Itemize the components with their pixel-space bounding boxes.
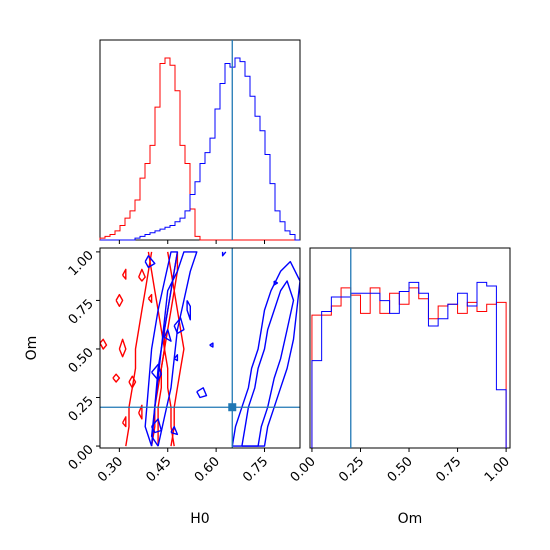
contour-red-9 <box>118 338 127 358</box>
om-hist-tick-label-2: 0.50 <box>385 454 416 485</box>
contour-panel-bg <box>100 248 300 448</box>
contour-blue-9 <box>170 425 179 436</box>
contour-red-7 <box>138 268 146 282</box>
om-hist-frame <box>309 247 511 449</box>
contour-blue-6 <box>163 328 172 342</box>
contour-red-5 <box>115 293 124 307</box>
contour-red-4 <box>167 251 185 447</box>
om-hist-tick-label-1: 0.25 <box>336 454 367 485</box>
contour-layer <box>100 251 300 447</box>
om-tick-label-1: 0.25 <box>66 394 97 425</box>
om-hist-tick-label-3: 0.75 <box>433 454 464 485</box>
contour-blue-0 <box>231 260 300 447</box>
om-axis-label: Om <box>24 336 40 361</box>
h0-tick-label-1: 0.45 <box>143 454 174 485</box>
contour-red-6 <box>121 268 127 280</box>
om-tick-label-4: 1.00 <box>66 248 97 279</box>
h0-hist-red-series <box>99 57 300 241</box>
contour-red-8 <box>147 293 153 304</box>
h0-tick-label-3: 0.75 <box>240 454 271 485</box>
om-hist-axis-label: Om <box>398 511 423 527</box>
om-tick-label-3: 0.75 <box>66 297 97 328</box>
contour-blue-10 <box>144 255 156 269</box>
om-hist-tick-label-4: 1.00 <box>482 454 513 485</box>
contour-red-13 <box>121 416 127 428</box>
contour-blue-7 <box>151 363 162 381</box>
om-hist-blue-series <box>311 281 507 448</box>
om-histogram-panel: 0.00 0.25 0.50 0.75 1.00 Om <box>288 247 513 527</box>
om-hist-tick-label-0: 0.00 <box>288 454 319 485</box>
contour-blue-14 <box>273 280 279 286</box>
h0-tick-label-0: 0.30 <box>95 454 126 485</box>
contour-red-0 <box>125 251 153 447</box>
om-tick-label-0: 0.00 <box>66 442 97 473</box>
contour-blue-5 <box>173 317 185 335</box>
contour-blue-13 <box>221 251 227 257</box>
contour-panel-frame <box>99 247 301 449</box>
contour-red-14 <box>100 338 108 350</box>
contour-blue-12 <box>209 342 214 348</box>
h0-om-contour-panel: 0.30 0.45 0.60 0.75 0.00 0.25 0.50 0.75 1.00 H0 Om <box>24 247 301 527</box>
contour-blue-4 <box>186 300 191 321</box>
h0-hist-blue-series <box>100 57 300 241</box>
contour-blue-3 <box>144 251 179 447</box>
contour-red-12 <box>138 404 143 420</box>
h0-histogram-panel <box>99 39 301 244</box>
om-tick-label-2: 0.50 <box>66 345 97 376</box>
h0-tick-label-2: 0.60 <box>192 454 223 485</box>
contour-blue-8 <box>150 418 162 434</box>
contour-red-10 <box>112 373 121 383</box>
contour-red-11 <box>128 375 137 389</box>
h0-hist-frame <box>99 39 301 241</box>
contour-blue-15 <box>196 387 208 399</box>
contour-blue-11 <box>173 354 179 362</box>
truth-marker <box>228 403 237 412</box>
h0-axis-label: H0 <box>190 511 209 527</box>
contour-blue-1 <box>241 280 295 447</box>
